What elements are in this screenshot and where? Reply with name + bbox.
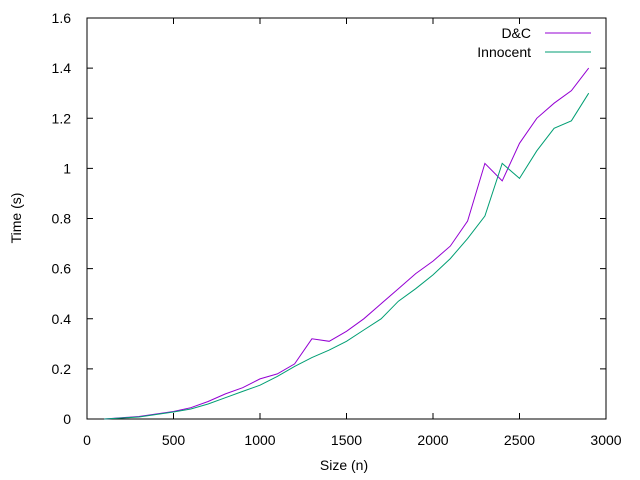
y-tick-label: 1 (63, 160, 71, 176)
series-group (104, 67, 590, 420)
y-tick-label: 0.6 (52, 261, 72, 277)
y-axis-label: Time (s) (8, 193, 24, 244)
legend-label: Innocent (477, 44, 531, 60)
y-tick-label: 0.4 (52, 311, 72, 327)
legend-label: D&C (501, 25, 531, 41)
plot-frame (86, 17, 607, 420)
x-tick-label: 3000 (590, 432, 621, 448)
x-tick-label: 2000 (417, 432, 448, 448)
series-line-2 (104, 92, 590, 420)
x-tick-label: 2500 (504, 432, 535, 448)
x-axis: 0 500 1000 1500 2000 2500 3000 (83, 18, 622, 448)
x-tick-label: 500 (162, 432, 186, 448)
y-tick-label: 0 (63, 411, 71, 427)
y-tick-label: 1.2 (52, 110, 72, 126)
x-tick-label: 1000 (244, 432, 275, 448)
y-tick-label: 1.4 (52, 60, 72, 76)
series-line-1 (104, 67, 590, 420)
x-tick-label: 1500 (331, 432, 362, 448)
y-tick-label: 1.6 (52, 10, 72, 26)
y-axis: 0 0.2 0.4 0.6 0.8 1 1.2 1.4 1.6 (52, 10, 606, 427)
y-tick-label: 0.2 (52, 361, 72, 377)
x-axis-label: Size (n) (320, 457, 368, 473)
x-tick-label: 0 (83, 432, 91, 448)
y-tick-label: 0.8 (52, 211, 72, 227)
legend: D&C Innocent (477, 25, 591, 60)
